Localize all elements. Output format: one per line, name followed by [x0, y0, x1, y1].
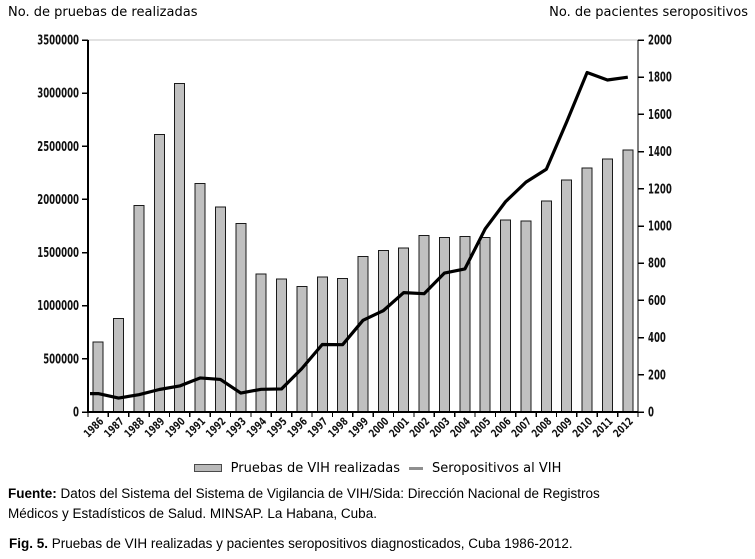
- year-label-1996: 1996: [285, 415, 310, 440]
- chart-legend: Pruebas de VIH realizadas Seropositivos …: [0, 459, 755, 477]
- bar-2000: [377, 249, 389, 413]
- year-label-1988: 1988: [122, 415, 147, 440]
- right-tick-label-1400: 1400: [648, 144, 672, 159]
- right-axis-title: No. de pacientes seropositivos: [549, 5, 748, 20]
- year-label-2001: 2001: [387, 415, 412, 440]
- figure-caption: Fig. 5. Pruebas de VIH realizadas y paci…: [9, 535, 739, 553]
- right-tick-label-2000: 2000: [648, 33, 672, 48]
- right-tick-label-1600: 1600: [648, 107, 672, 122]
- year-label-1991: 1991: [184, 415, 209, 440]
- source-label: Fuente:: [8, 486, 57, 501]
- bar-2001: [398, 247, 410, 413]
- right-tick-label-200: 200: [648, 367, 666, 382]
- year-label-2012: 2012: [611, 416, 636, 441]
- right-tick-label-800: 800: [648, 256, 666, 271]
- year-label-1992: 1992: [204, 416, 229, 441]
- chart-canvas: 0 500000 1000000 1500000 2000000 2500000 30000…: [37, 33, 672, 441]
- year-label-1997: 1997: [306, 416, 331, 441]
- bar-2009: [561, 179, 573, 413]
- left-tick-label-2500000: 2500000: [37, 139, 79, 154]
- year-label-2003: 2003: [428, 416, 453, 441]
- year-label-1994: 1994: [245, 415, 270, 440]
- left-tick-label-2000000: 2000000: [37, 192, 79, 207]
- year-label-2011: 2011: [591, 415, 616, 440]
- bar-2011: [601, 158, 613, 413]
- bar-1999: [357, 255, 369, 413]
- year-label-1995: 1995: [265, 415, 290, 440]
- bar-1988: [133, 204, 145, 413]
- year-label-2009: 2009: [550, 415, 575, 440]
- year-label-1990: 1990: [163, 415, 188, 440]
- year-label-1993: 1993: [224, 416, 249, 441]
- right-tick-label-0: 0: [648, 405, 654, 420]
- bar-2005: [479, 237, 491, 413]
- left-tick-label-1000000: 1000000: [37, 298, 79, 313]
- year-label-2007: 2007: [510, 416, 535, 441]
- bar-2006: [500, 219, 512, 413]
- legend-line-label: Seropositivos al VIH: [432, 460, 562, 476]
- legend-item-bars: Pruebas de VIH realizadas: [193, 460, 401, 476]
- caption-label: Fig. 5.: [9, 536, 49, 551]
- right-tick-label-1000: 1000: [648, 219, 672, 234]
- year-label-2006: 2006: [489, 415, 514, 440]
- left-axis-title: No. de pruebas de realizadas: [8, 5, 198, 20]
- bar-2007: [520, 220, 532, 413]
- year-label-1989: 1989: [143, 415, 168, 440]
- year-label-2002: 2002: [408, 416, 433, 441]
- seropositivos-line: [90, 70, 629, 400]
- year-label-2010: 2010: [571, 415, 596, 440]
- bar-2002: [418, 235, 430, 413]
- legend-bar-label: Pruebas de VIH realizadas: [230, 460, 401, 476]
- bar-1990: [174, 83, 186, 413]
- line-swatch-icon: [409, 466, 424, 470]
- year-label-2000: 2000: [367, 415, 392, 440]
- left-tick-label-500000: 500000: [43, 352, 79, 367]
- year-label-2004: 2004: [448, 415, 473, 440]
- bar-2008: [540, 200, 552, 413]
- right-tick-label-1200: 1200: [648, 181, 672, 196]
- year-label-1986: 1986: [82, 415, 107, 440]
- bar-swatch-icon: [193, 464, 222, 472]
- caption-text: Pruebas de VIH realizadas y pacientes se…: [51, 536, 573, 551]
- source-line2: Médicos y Estadísticos de Salud. MINSAP.…: [8, 506, 377, 521]
- bar-2012: [622, 149, 634, 413]
- right-tick-label-600: 600: [648, 293, 666, 308]
- left-tick-label-1500000: 1500000: [37, 245, 79, 260]
- year-label-2008: 2008: [530, 415, 555, 440]
- right-tick-label-400: 400: [648, 330, 666, 345]
- legend-item-line: Seropositivos al VIH: [409, 461, 561, 476]
- left-tick-label-3000000: 3000000: [37, 86, 79, 101]
- bar-1995: [276, 278, 288, 413]
- year-label-1999: 1999: [347, 415, 372, 440]
- bar-1996: [296, 286, 308, 413]
- bar-2003: [438, 237, 450, 413]
- year-label-1998: 1998: [326, 415, 351, 440]
- source-note: Fuente: Datos del Sistema del Sistema de…: [8, 484, 718, 524]
- bar-1986: [92, 341, 104, 413]
- year-label-1987: 1987: [102, 416, 127, 441]
- source-line1: Datos del Sistema del Sistema de Vigilan…: [60, 486, 600, 501]
- right-tick-label-1800: 1800: [648, 70, 672, 85]
- left-tick-label-3500000: 3500000: [37, 33, 79, 48]
- left-tick-label-0: 0: [73, 405, 79, 420]
- bar-1989: [153, 134, 165, 413]
- bar-1993: [235, 222, 247, 413]
- bar-2010: [581, 167, 593, 413]
- year-label-2005: 2005: [469, 415, 494, 440]
